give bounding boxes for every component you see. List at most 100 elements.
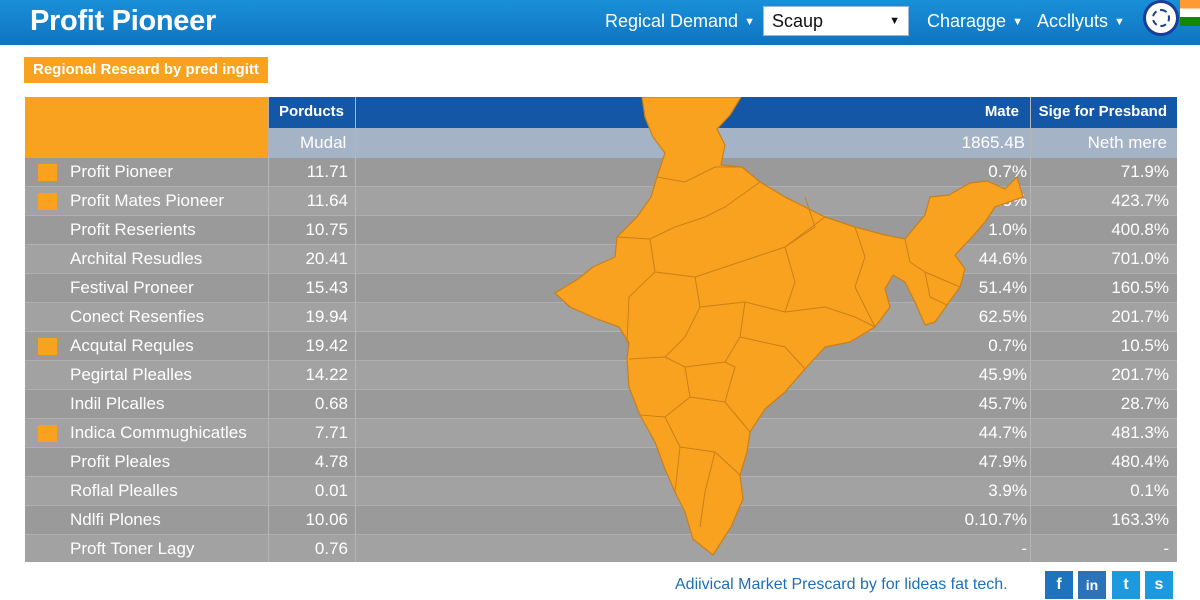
- row-value: 0.68: [314, 394, 348, 413]
- row-value: 4.78: [314, 452, 348, 471]
- header-sige: Sige for Presband: [1038, 103, 1167, 120]
- column-divider: [268, 97, 269, 562]
- row-sige: 701.0%: [1111, 249, 1169, 268]
- row-name: Ndlfi Plones: [70, 510, 161, 529]
- subheader-total: 1865.4B: [961, 133, 1025, 152]
- table-row[interactable]: Indil Plcalles 0.68 45.7% 28.7%: [25, 390, 1177, 419]
- nav-accllyuts-label: Accllyuts: [1037, 11, 1109, 31]
- row-marker-icon: [38, 338, 57, 355]
- nav-charagge-label: Charagge: [927, 11, 1007, 31]
- row-sige: 163.3%: [1111, 510, 1169, 529]
- top-navigation-bar: Profit Pioneer Regical Demand ▼ Scaup ▼ C…: [0, 0, 1200, 45]
- nav-accllyuts[interactable]: Accllyuts ▼: [1037, 11, 1125, 32]
- app-title: Profit Pioneer: [30, 5, 216, 37]
- subheader-mudal: Mudal: [300, 133, 347, 152]
- row-marker-icon: [38, 425, 57, 442]
- row-mate: 45.9%: [978, 365, 1027, 384]
- row-name: Pegirtal Plealles: [70, 365, 192, 384]
- table-row[interactable]: Indica Commughicatles 7.71 44.7% 481.3%: [25, 419, 1177, 448]
- nav-regional-demand-label: Regical Demand: [605, 11, 739, 31]
- row-name: Conect Resenfies: [70, 307, 205, 326]
- row-name: Indica Commughicatles: [70, 423, 247, 442]
- row-mate: 51.4%: [978, 278, 1027, 297]
- row-sige: -: [1163, 539, 1169, 558]
- table-row[interactable]: Ndlfi Plones 10.06 0.10.7% 163.3%: [25, 506, 1177, 535]
- table-row[interactable]: Proft Toner Lagy 0.76 - -: [25, 535, 1177, 562]
- row-value: 0.76: [314, 539, 348, 558]
- row-mate: 1.0%: [988, 220, 1027, 239]
- row-value: 14.22: [305, 365, 348, 384]
- scope-select-value: Scaup: [772, 11, 824, 31]
- row-value: 19.94: [305, 307, 348, 326]
- row-name: Indil Plcalles: [70, 394, 165, 413]
- row-mate: 3.9%: [988, 481, 1027, 500]
- row-sige: 201.7%: [1111, 365, 1169, 384]
- subheader-neth: Neth mere: [1087, 133, 1167, 152]
- header-products: Porducts: [279, 103, 345, 120]
- row-sige: 28.7%: [1120, 394, 1169, 413]
- row-sige: 400.8%: [1111, 220, 1169, 239]
- row-mate: 45.7%: [978, 394, 1027, 413]
- row-mate: 62.5%: [978, 307, 1027, 326]
- row-sige: 10.5%: [1120, 336, 1169, 355]
- row-name: Acqutal Requles: [70, 336, 194, 355]
- row-mate: 0.7%: [988, 336, 1027, 355]
- row-value: 7.71: [314, 423, 348, 442]
- row-marker-icon: [38, 164, 57, 181]
- chevron-down-icon: ▼: [1114, 16, 1125, 28]
- table-row[interactable]: Profit Pioneer 11.71 0.7% 71.9%: [25, 158, 1177, 187]
- row-name: Roflal Plealles: [70, 481, 178, 500]
- row-marker-icon: [38, 193, 57, 210]
- india-map-mainland: [554, 97, 1024, 556]
- nav-charagge[interactable]: Charagge ▼: [927, 11, 1023, 32]
- chevron-down-icon: ▼: [744, 16, 755, 28]
- nav-regional-demand[interactable]: Regical Demand ▼: [605, 11, 755, 32]
- row-value: 10.75: [305, 220, 348, 239]
- india-map: [554, 97, 1024, 556]
- india-map-state-borders: [616, 166, 961, 528]
- table-row[interactable]: Acqutal Requles 19.42 0.7% 10.5%: [25, 332, 1177, 361]
- linkedin-icon[interactable]: in: [1078, 571, 1106, 599]
- table-row[interactable]: Roflal Plealles 0.01 3.9% 0.1%: [25, 477, 1177, 506]
- row-value: 11.71: [306, 162, 348, 181]
- row-mate: -: [1021, 539, 1027, 558]
- row-value: 15.43: [305, 278, 348, 297]
- facebook-icon[interactable]: f: [1045, 571, 1073, 599]
- header-mate: Mate: [984, 103, 1019, 120]
- row-mate: 0.7%: [988, 162, 1027, 181]
- footer-caption: Adiivical Market Prescard by for lideas …: [675, 576, 1008, 593]
- row-sige: 0.1%: [1130, 481, 1169, 500]
- row-sige: 480.4%: [1111, 452, 1169, 471]
- row-sige: 71.9%: [1120, 162, 1169, 181]
- row-mate: 47.9%: [978, 452, 1027, 471]
- table-row[interactable]: Profit Pleales 4.78 47.9% 480.4%: [25, 448, 1177, 477]
- table-row[interactable]: Profit Reserients 10.75 1.0% 400.8%: [25, 216, 1177, 245]
- row-value: 0.01: [314, 481, 348, 500]
- column-divider: [1030, 97, 1031, 562]
- row-mate: 44.6%: [978, 249, 1027, 268]
- twitter-icon[interactable]: t: [1112, 571, 1140, 599]
- chevron-down-icon: ▼: [1012, 16, 1023, 28]
- row-mate: 0.10.7%: [964, 510, 1027, 529]
- row-name: Archital Resudles: [70, 249, 203, 268]
- table-row[interactable]: Pegirtal Plealles 14.22 45.9% 201.7%: [25, 361, 1177, 390]
- row-value: 11.64: [306, 191, 348, 210]
- row-value: 20.41: [305, 249, 348, 268]
- flag-icon: [1180, 0, 1200, 26]
- row-sige: 160.5%: [1111, 278, 1169, 297]
- row-mate: 44.7%: [978, 423, 1027, 442]
- emblem-icon: [1143, 0, 1179, 36]
- section-subtitle: Regional Researd by pred ingitt: [24, 57, 268, 83]
- row-name: Profit Reserients: [70, 220, 196, 239]
- scope-select[interactable]: Scaup ▼: [763, 6, 909, 36]
- row-name: Profit Pioneer: [70, 162, 173, 181]
- chevron-down-icon: ▼: [889, 15, 900, 27]
- row-sige: 423.7%: [1111, 191, 1169, 210]
- data-table-panel: Porducts Mate Sige for Presband Mudal 18…: [25, 97, 1177, 562]
- column-divider: [355, 97, 356, 562]
- table-corner-block: [25, 97, 268, 158]
- row-value: 19.42: [305, 336, 348, 355]
- row-name: Proft Toner Lagy: [70, 539, 195, 558]
- row-value: 10.06: [305, 510, 348, 529]
- skype-icon[interactable]: s: [1145, 571, 1173, 599]
